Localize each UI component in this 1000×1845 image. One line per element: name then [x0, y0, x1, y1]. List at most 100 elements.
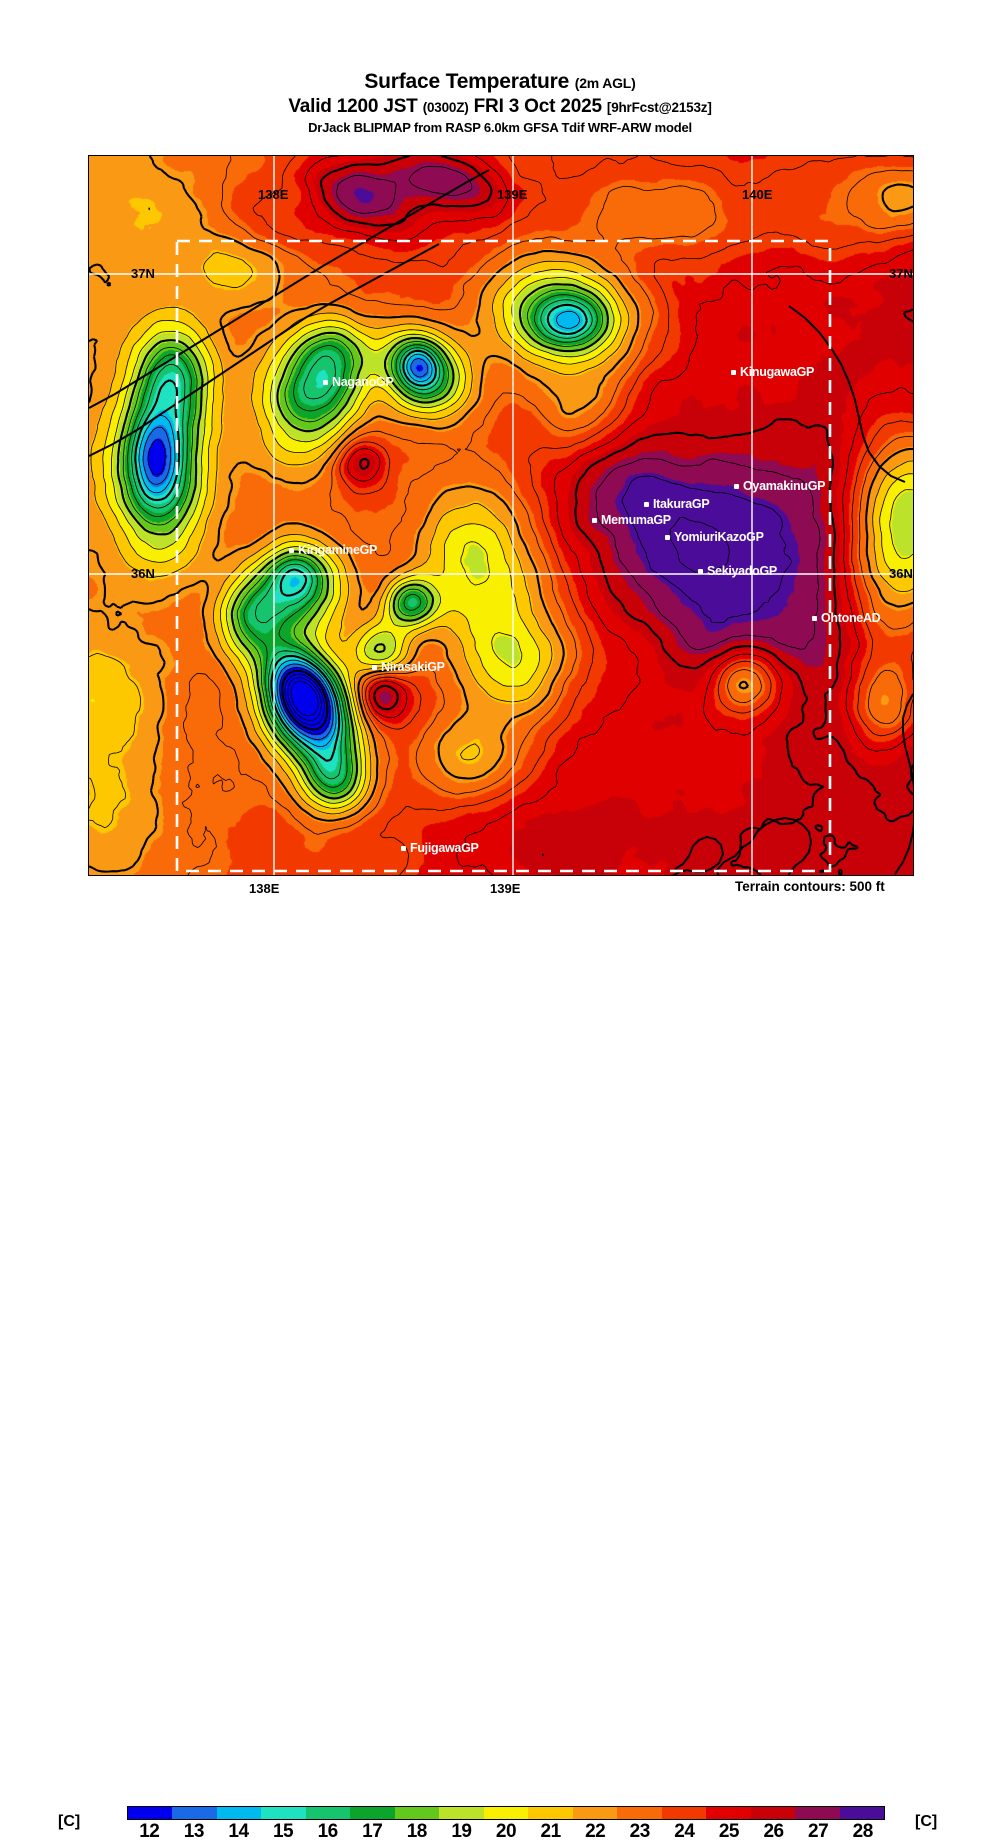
title-main: Surface Temperature — [364, 70, 570, 93]
terrain-contour — [116, 283, 609, 800]
colorbar-group: [C] [C] 12 13 14 15 16 17 18 19 20 21 22 23 24 25 26 27… — [0, 900, 1000, 1842]
colorbar-swatch-13 — [172, 1807, 217, 1819]
lon-label-top-138E: 138E — [258, 187, 289, 202]
terrain-contour — [102, 269, 913, 809]
coastline — [894, 693, 913, 875]
terrain-contour — [319, 156, 913, 875]
colorbar-swatch-17 — [350, 1807, 395, 1819]
station-marker-oyamakinugp[interactable]: OyamakinuGP — [734, 479, 825, 493]
lon-label-top-139E: 139E — [497, 187, 528, 202]
temperature-map[interactable]: NaganoGP KinugawaGP OyamakinuGP ItakuraGP Me… — [88, 155, 914, 876]
graticule-overlay — [89, 156, 913, 875]
colorbar-swatch-23 — [617, 1807, 662, 1819]
terrain-contour — [281, 669, 329, 731]
station-marker-ohtonead[interactable]: OhtoneAD — [812, 611, 881, 625]
station-dot-icon — [323, 379, 328, 385]
colorbar-tick-20: 20 — [495, 1821, 517, 1842]
colorbar-unit-left: [C] — [58, 1813, 81, 1830]
lon-label-top-140E: 140E — [742, 187, 773, 202]
lat-label-left-36N: 36N — [131, 566, 155, 581]
colorbar-swatch-24 — [661, 1807, 707, 1819]
terrain-contour-note: Terrain contours: 500 ft — [735, 879, 885, 894]
title-block: Surface Temperature (2m AGL) Valid 1200 … — [0, 70, 1000, 136]
station-dot-icon — [644, 501, 649, 507]
terrain-contour — [336, 165, 821, 650]
terrain-contour — [147, 367, 420, 735]
terrain-contour — [131, 299, 593, 780]
colorbar-swatch-26 — [750, 1807, 796, 1819]
colorbar-tick-labels: 12 13 14 15 16 17 18 19 20 21 22 23 24 25 26 27 28 — [127, 1821, 885, 1845]
terrain-contour — [122, 289, 603, 794]
station-marker-fujigawagp[interactable]: FujigawaGP — [401, 841, 479, 855]
colorbar-tick-19: 19 — [451, 1821, 472, 1842]
colorbar-swatch-22 — [572, 1807, 618, 1819]
colorbar-tick-17: 17 — [362, 1821, 383, 1842]
forecast-domain-box — [175, 239, 832, 873]
colorbar-tick-15: 15 — [272, 1821, 294, 1842]
station-label: ItakuraGP — [653, 497, 710, 511]
station-label: SekiyadoGP — [707, 564, 777, 578]
terrain-contour — [142, 358, 429, 741]
colorbar-swatch-25 — [706, 1807, 751, 1819]
colorbar-swatch-16 — [305, 1807, 351, 1819]
station-dot-icon — [372, 664, 377, 670]
colorbar-tick-12: 12 — [139, 1821, 160, 1842]
station-marker-kinugawagp[interactable]: KinugawaGP — [731, 365, 814, 379]
station-marker-itakuragp[interactable]: ItakuraGP — [644, 497, 710, 511]
colorbar-tick-25: 25 — [718, 1821, 740, 1842]
colorbar-tick-14: 14 — [228, 1821, 249, 1842]
station-dot-icon — [734, 483, 739, 489]
colorbar-swatch-18 — [394, 1807, 440, 1819]
valid-prefix: Valid 1200 JST — [288, 96, 418, 117]
colorbar-tick-24: 24 — [674, 1821, 695, 1842]
lat-label-right-36N: 36N — [889, 566, 913, 581]
title-valid-line: Valid 1200 JST (0300Z) FRI 3 Oct 2025 [9… — [0, 95, 1000, 119]
station-label: OhtoneAD — [821, 611, 881, 625]
map-vector-overlay — [89, 156, 913, 875]
title-main-sub: (2m AGL) — [574, 75, 636, 91]
station-label: OyamakinuGP — [743, 479, 826, 493]
station-marker-memumagp[interactable]: MemumaGP — [592, 513, 671, 527]
terrain-contour — [134, 303, 588, 762]
terrain-contour — [287, 677, 322, 721]
station-label: MemumaGP — [601, 513, 671, 527]
terrain-contour — [669, 516, 730, 576]
station-dot-icon — [665, 534, 670, 540]
terrain-contour — [621, 475, 793, 624]
station-label: NaganoGP — [332, 375, 394, 389]
colorbar-swatch-28 — [839, 1807, 884, 1819]
station-label: FujigawaGP — [410, 841, 479, 855]
coastline — [89, 169, 490, 409]
terrain-contour — [284, 673, 325, 726]
valid-utc: (0300Z) — [422, 100, 469, 115]
station-marker-nirasakigp[interactable]: NirasakiGP — [372, 660, 445, 674]
colorbar-tick-18: 18 — [406, 1821, 428, 1842]
station-dot-icon — [401, 845, 406, 851]
page-title: Surface Temperature (2m AGL) — [0, 70, 1000, 95]
colorbar-tick-16: 16 — [317, 1821, 339, 1842]
station-marker-kirigaminegp[interactable]: KirigamineGP — [289, 543, 377, 557]
terrain-contour — [89, 156, 913, 873]
station-marker-sekiyadogp[interactable]: SekiyadoGP — [698, 564, 777, 578]
colorbar-tick-28: 28 — [852, 1821, 874, 1842]
colorbar-tick-13: 13 — [183, 1821, 205, 1842]
lon-label-bottom-138E: 138E — [249, 881, 280, 896]
valid-date: FRI 3 Oct 2025 — [473, 96, 602, 117]
terrain-contour — [127, 294, 598, 788]
forecast-tag: [9hrFcst@2153z] — [606, 100, 712, 115]
station-dot-icon — [289, 547, 294, 553]
lon-label-bottom-139E: 139E — [490, 881, 521, 896]
terrain-contour — [138, 310, 581, 747]
terrain-contour — [181, 156, 913, 875]
colorbar-tick-22: 22 — [585, 1821, 606, 1842]
colorbar-swatch-15 — [261, 1807, 306, 1819]
terrain-contour — [304, 156, 913, 875]
station-marker-naganogp[interactable]: NaganoGP — [323, 375, 394, 389]
station-marker-yomiurikazogp[interactable]: YomiuriKazoGP — [665, 530, 764, 544]
colorbar-tick-21: 21 — [540, 1821, 562, 1842]
colorbar-swatch-12 — [128, 1807, 173, 1819]
lat-label-left-37N: 37N — [131, 266, 155, 281]
terrain-contour — [290, 681, 319, 717]
station-dot-icon — [592, 517, 597, 523]
colorbar-swatches[interactable] — [127, 1806, 885, 1820]
